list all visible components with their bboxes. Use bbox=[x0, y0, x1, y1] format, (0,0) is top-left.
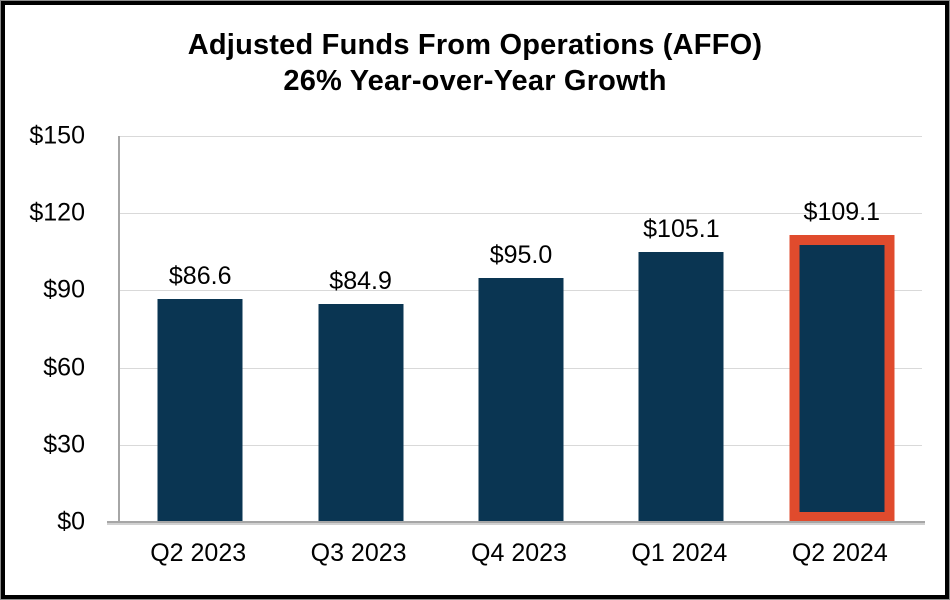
y-tick-label: $150 bbox=[29, 121, 85, 150]
y-tick-label: $120 bbox=[29, 198, 85, 227]
bar-highlighted bbox=[789, 235, 895, 522]
gridline-120 bbox=[120, 213, 922, 215]
bar-value-label: $105.1 bbox=[643, 214, 720, 243]
x-tick-label: Q3 2023 bbox=[310, 539, 407, 567]
y-tick-label: $60 bbox=[43, 353, 85, 382]
bar-slot-q3-2023: $84.9 bbox=[280, 136, 440, 522]
bar bbox=[318, 303, 404, 522]
x-tick-label: Q2 2023 bbox=[150, 539, 247, 567]
chart-content: Adjusted Funds From Operations (AFFO) 26… bbox=[5, 5, 945, 595]
y-tick-label: $30 bbox=[43, 430, 85, 459]
plot-area: $86.6 $84.9 $95.0 $105.1 $109.1 bbox=[107, 136, 925, 523]
bar-value-label: $86.6 bbox=[168, 262, 232, 291]
x-axis: Q2 2023 Q3 2023 Q4 2023 Q1 2024 Q2 2024 bbox=[118, 535, 920, 577]
bar-value-label: $84.9 bbox=[329, 266, 392, 295]
chart-title: Adjusted Funds From Operations (AFFO) 26… bbox=[5, 27, 945, 99]
y-axis: $0 $30 $60 $90 $120 $150 bbox=[5, 122, 85, 536]
x-tick-label: Q2 2024 bbox=[791, 539, 888, 567]
bar-slot-q2-2023: $86.6 bbox=[120, 136, 280, 522]
y-tick-label: $90 bbox=[43, 275, 85, 304]
bar bbox=[478, 277, 564, 522]
bar-slot-q4-2023: $95.0 bbox=[441, 136, 601, 522]
x-axis-line bbox=[107, 521, 925, 523]
x-tick-label: Q4 2023 bbox=[471, 539, 567, 567]
bar-slot-q1-2024: $105.1 bbox=[601, 136, 761, 522]
chart-title-line2: 26% Year-over-Year Growth bbox=[283, 65, 667, 97]
chart-title-line1: Adjusted Funds From Operations (AFFO) bbox=[187, 29, 763, 61]
bar-value-label: $95.0 bbox=[489, 240, 553, 269]
bar bbox=[157, 299, 243, 522]
y-tick-label: $0 bbox=[57, 507, 85, 536]
bar bbox=[638, 251, 724, 522]
x-tick-label: Q1 2024 bbox=[631, 539, 728, 567]
bar-value-label: $109.1 bbox=[803, 198, 881, 227]
bar-slot-q2-2024: $109.1 bbox=[762, 136, 922, 522]
gridline-150 bbox=[120, 136, 922, 137]
